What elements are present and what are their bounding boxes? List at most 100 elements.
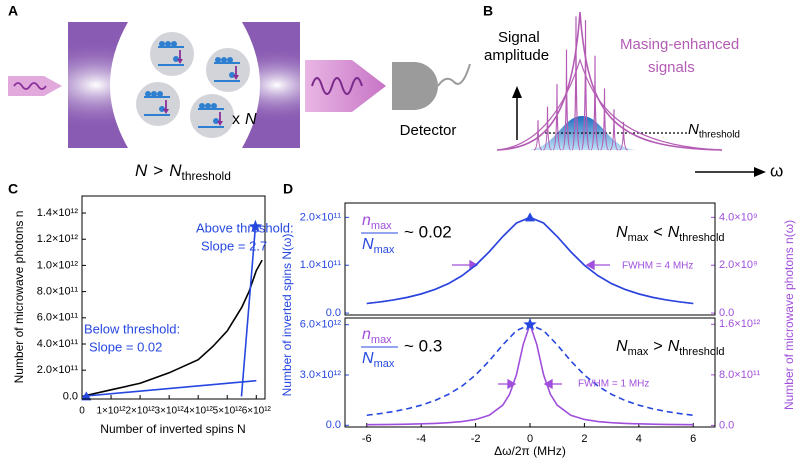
text-part: < <box>653 224 662 241</box>
y-label: amplitude <box>484 47 549 64</box>
arrowhead <box>543 378 553 390</box>
annotation: Slope = 0.02 <box>89 339 162 354</box>
spike <box>590 55 600 151</box>
x-tick-label: 1×10¹² <box>96 406 126 417</box>
x-tick-label: 2×10¹² <box>126 406 156 417</box>
spin <box>171 41 177 47</box>
series-line <box>240 226 257 397</box>
cell <box>136 82 180 126</box>
y-tick-label: 1.0×10¹² <box>37 259 79 271</box>
series-line <box>81 379 257 398</box>
arrowhead <box>507 378 517 390</box>
y2-tick-label: 8.0×10¹¹ <box>719 369 761 381</box>
spin <box>229 72 235 78</box>
x-tick-label: -2 <box>471 433 481 445</box>
panel-label: A <box>8 3 18 19</box>
threshold-label: Nthreshold <box>688 121 740 140</box>
fwhm-arrows <box>452 259 610 390</box>
spike <box>599 88 610 151</box>
spin <box>159 41 165 47</box>
text-part: max <box>628 232 649 244</box>
spin <box>227 57 233 63</box>
spin <box>159 106 165 112</box>
ratio-numerator: nmax <box>362 326 392 345</box>
text-part: n <box>362 212 371 229</box>
cell <box>150 32 194 76</box>
marker-triangle <box>81 391 92 401</box>
spin <box>213 118 219 124</box>
multiplier-symbol: N <box>245 111 257 128</box>
spin-cell <box>136 82 180 126</box>
y-tick-label: 1.2×10¹² <box>37 233 79 245</box>
text-part: threshold <box>182 169 231 183</box>
y-tick-label: 3.0×10¹² <box>300 369 342 381</box>
x-label: Number of inverted spins N <box>100 422 245 436</box>
text-part: max <box>374 244 395 256</box>
text-part: N <box>688 121 699 138</box>
spin <box>221 57 227 63</box>
text-part: N <box>362 236 374 253</box>
text-part: threshold <box>699 129 740 140</box>
spin <box>199 103 205 109</box>
panel-label: D <box>283 181 293 197</box>
spike <box>552 84 562 151</box>
x-label: ω <box>770 161 783 180</box>
spike <box>543 106 552 151</box>
text-part: N <box>135 161 148 180</box>
fwhm: FWHM = 1 MHz <box>578 379 649 390</box>
spin-cell <box>190 94 234 138</box>
spin-cell <box>150 32 194 76</box>
y-label: Number of microwave photons n <box>12 211 26 384</box>
x-tick-label: 5×10¹² <box>213 406 243 417</box>
text-part: max <box>371 220 392 232</box>
arrowhead <box>217 121 223 126</box>
y2-tick-label: 0.0 <box>719 419 734 431</box>
condition: Nmax < Nthreshold <box>616 224 725 243</box>
ratio-value: ~ 0.02 <box>404 222 452 241</box>
y2-label: Number of microwave photons n(ω) <box>782 220 796 410</box>
envelope <box>496 58 723 151</box>
marker-star <box>523 317 537 331</box>
ratio-denominator: Nmax <box>362 350 395 369</box>
ratio-numerator: nmax <box>362 212 392 231</box>
input-arrow <box>8 76 62 96</box>
arrowhead <box>163 109 169 114</box>
x-tick-label: -4 <box>416 433 426 445</box>
y-label: Number of inverted spins N(ω) <box>280 234 294 397</box>
detector-label: Detector <box>400 122 457 139</box>
marker-star <box>248 219 263 233</box>
condition: N > Nthreshold <box>135 161 231 183</box>
text-part: threshold <box>679 346 724 358</box>
marker-triangle <box>525 212 535 222</box>
cell <box>190 94 234 138</box>
arrowhead <box>585 259 595 271</box>
output-arrow <box>305 60 386 112</box>
text-part: max <box>628 346 649 358</box>
ratio-denominator: Nmax <box>362 236 395 255</box>
spin-cell <box>206 48 250 92</box>
y-tick-label: 0.0 <box>63 390 78 402</box>
arrowhead <box>512 86 522 98</box>
plot-frame <box>81 195 266 400</box>
spike <box>571 16 581 151</box>
arrowhead <box>233 75 239 80</box>
text-part: N <box>668 338 680 355</box>
y-label: Signal <box>498 29 540 46</box>
y-tick-label: 6.0×10¹¹ <box>37 312 79 324</box>
spike <box>619 121 628 151</box>
arrowhead <box>754 167 766 177</box>
x-tick-label: 4 <box>636 433 642 445</box>
input-wave <box>13 82 47 90</box>
spin <box>215 57 221 63</box>
spin <box>151 91 157 97</box>
spin <box>211 103 217 109</box>
text-part: > <box>153 161 163 180</box>
spin <box>157 91 163 97</box>
detector-wire <box>437 63 471 87</box>
spin <box>173 56 179 62</box>
plot-frame <box>344 202 716 316</box>
x-tick-label: 0 <box>79 406 85 417</box>
y-tick-label: 6.0×10¹² <box>300 319 342 331</box>
